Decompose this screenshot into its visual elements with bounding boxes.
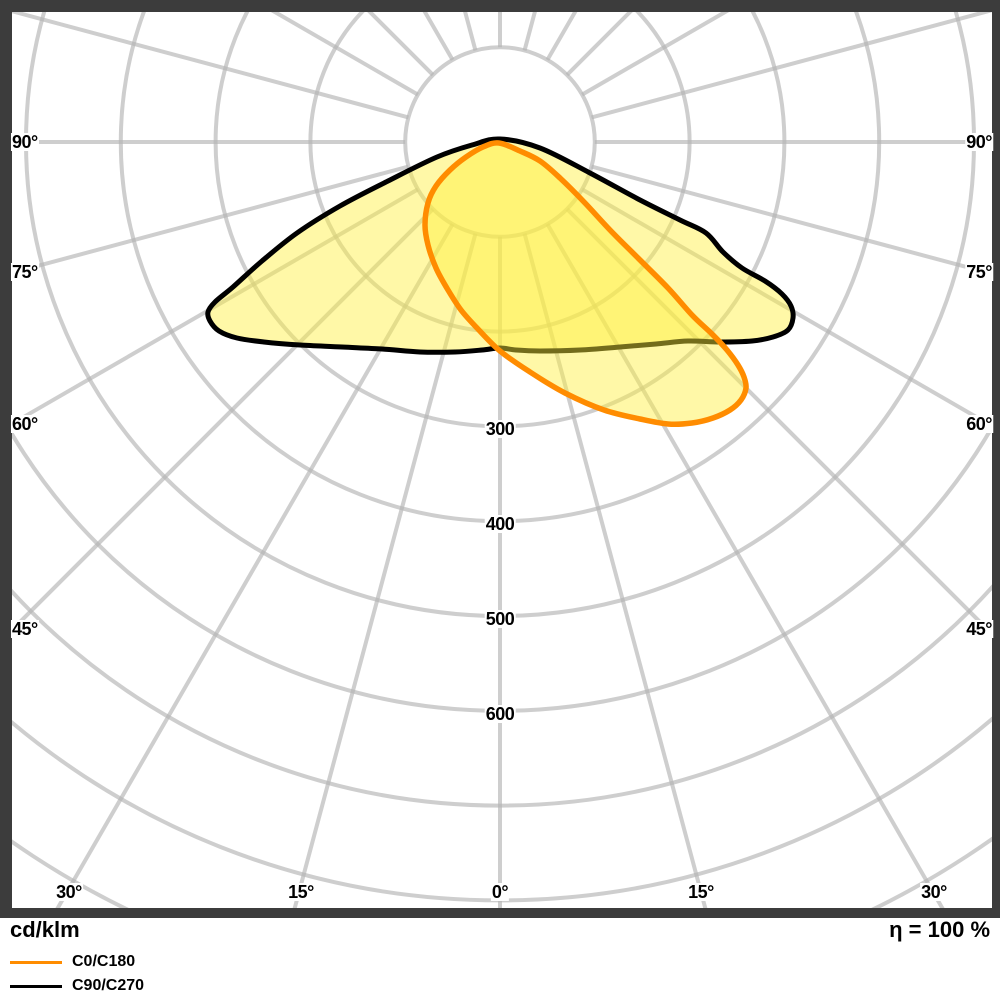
gamma-angle-label-side-3: 45° bbox=[11, 619, 39, 639]
legend-line-0 bbox=[10, 960, 62, 964]
legend: C0/C180 C90/C270 bbox=[10, 952, 144, 1000]
intensity-ring-label-3: 600 bbox=[484, 704, 516, 724]
gamma-angle-label-bottom-4: 30° bbox=[920, 882, 948, 902]
legend-item-1: C90/C270 bbox=[10, 976, 144, 996]
gamma-angle-label-bottom-0: 30° bbox=[55, 882, 83, 902]
gamma-angle-label-side-6: 60° bbox=[965, 414, 993, 434]
gamma-angle-label-side-2: 60° bbox=[11, 414, 39, 434]
gamma-angle-label-side-4: 90° bbox=[965, 132, 993, 152]
efficiency-label: η = 100 % bbox=[889, 917, 990, 942]
unit-label: cd/klm bbox=[10, 917, 80, 942]
gamma-angle-label-side-1: 75° bbox=[11, 262, 39, 282]
intensity-ring-label-0: 300 bbox=[484, 419, 516, 439]
legend-label-0: C0/C180 bbox=[72, 953, 136, 970]
gamma-angle-label-bottom-3: 15° bbox=[687, 882, 715, 902]
gamma-angle-label-side-5: 75° bbox=[965, 262, 993, 282]
gamma-angle-label-bottom-1: 15° bbox=[287, 882, 315, 902]
legend-line-1 bbox=[10, 984, 62, 988]
curve-c90-c270 bbox=[205, 136, 796, 355]
intensity-ring-label-1: 400 bbox=[484, 514, 516, 534]
legend-item-0: C0/C180 bbox=[10, 952, 144, 972]
legend-label-1: C90/C270 bbox=[72, 977, 145, 994]
intensity-ring-label-2: 500 bbox=[484, 609, 516, 629]
gamma-angle-label-side-0: 90° bbox=[11, 132, 39, 152]
curve-c0-c180 bbox=[422, 140, 749, 428]
gamma-angle-label-bottom-2: 0° bbox=[490, 882, 510, 902]
gamma-angle-label-side-7: 45° bbox=[965, 619, 993, 639]
polar-plot-area: 90° 75° 60° 45° 90° 75° 60° 45° 30° 15° 0° 15° 30° 30… bbox=[0, 0, 1000, 918]
polar-grid-and-curves bbox=[0, 0, 1000, 918]
